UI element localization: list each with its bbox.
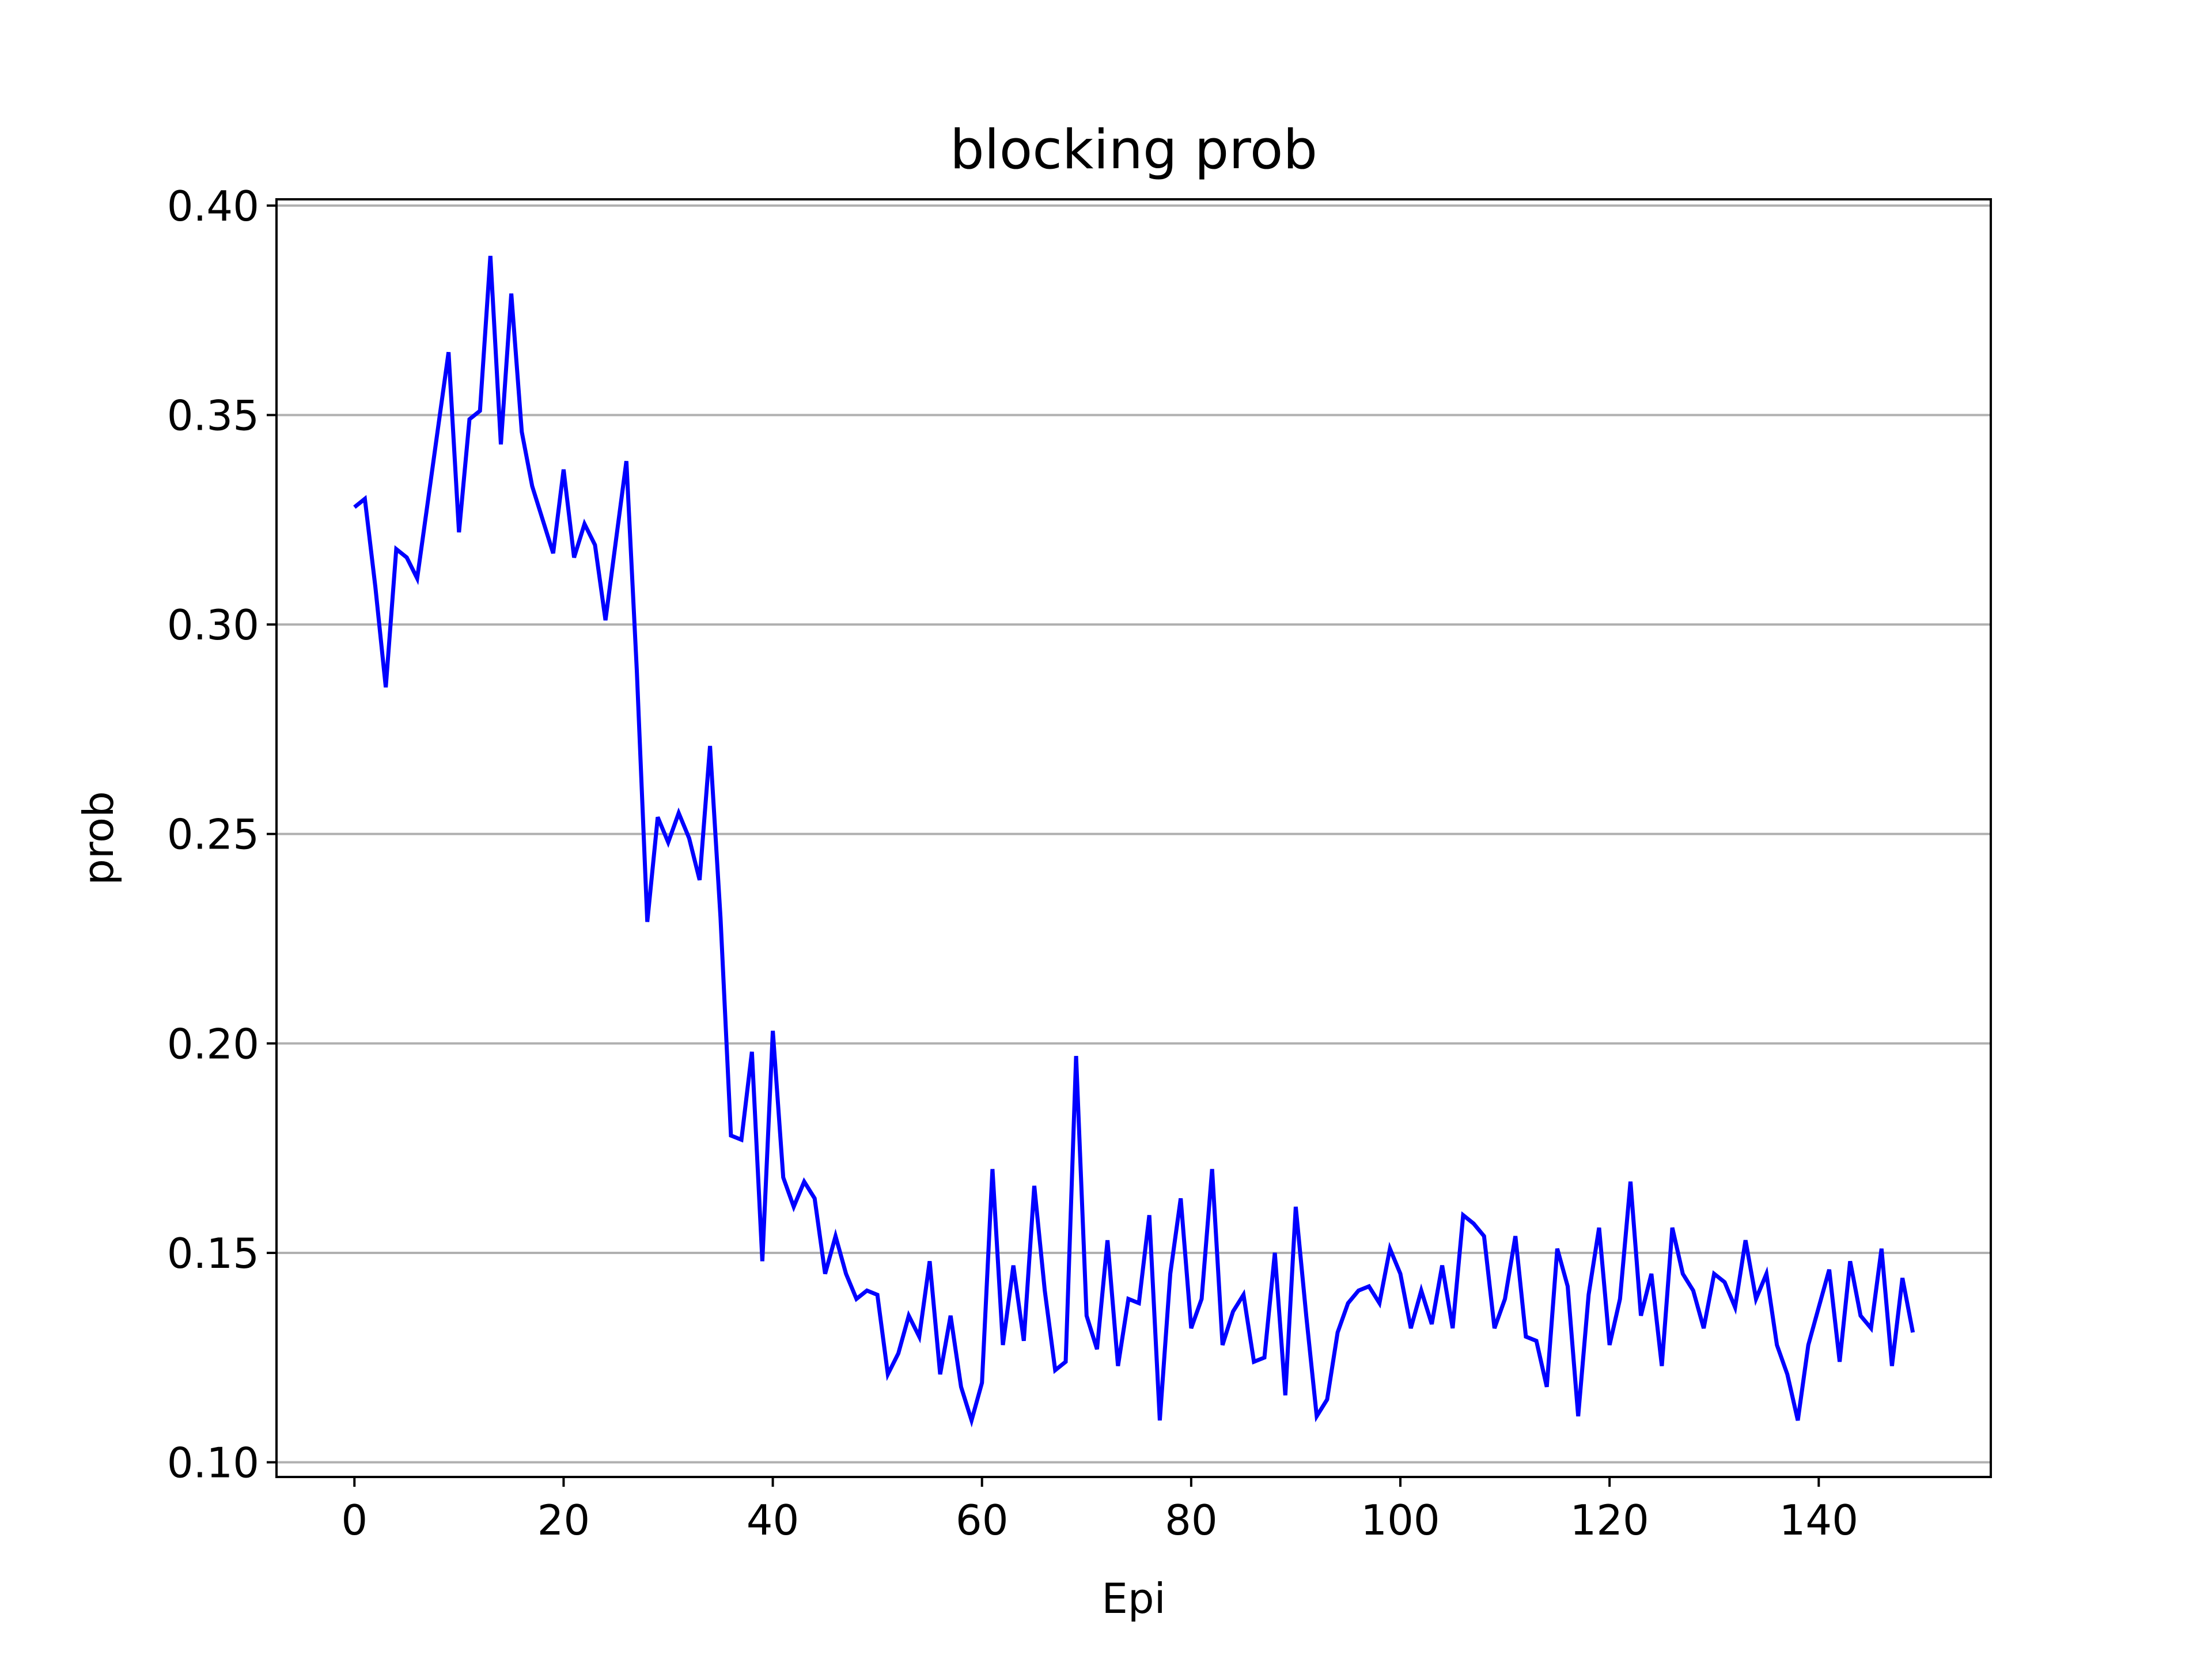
series-layer xyxy=(353,255,1915,1428)
x-tick-label: 40 xyxy=(747,1496,800,1544)
x-tick-label: 140 xyxy=(1779,1496,1858,1544)
x-tick-label: 20 xyxy=(537,1496,590,1544)
chart-title: blocking prob xyxy=(950,119,1317,181)
x-tick-label: 60 xyxy=(956,1496,1009,1544)
x-tick-label: 100 xyxy=(1361,1496,1440,1544)
series-line xyxy=(353,255,1915,1428)
plot-frame xyxy=(275,198,1992,1478)
x-tick-label: 0 xyxy=(341,1496,368,1544)
y-tick-label: 0.20 xyxy=(167,1020,259,1068)
x-tick-label: 80 xyxy=(1165,1496,1218,1544)
y-gridlines xyxy=(276,204,1991,1464)
x-tick-label: 120 xyxy=(1570,1496,1649,1544)
y-tick-label: 0.30 xyxy=(167,601,259,649)
x-axis-ticks: 0 20 40 60 80 100 120 140 xyxy=(341,1477,1858,1544)
y-tick-label: 0.10 xyxy=(167,1439,259,1487)
x-axis-label: Epi xyxy=(1101,1574,1165,1623)
y-tick-label: 0.25 xyxy=(167,810,259,859)
y-axis-label: prob xyxy=(74,791,123,885)
y-tick-label: 0.15 xyxy=(167,1229,259,1278)
y-tick-label: 0.40 xyxy=(167,182,259,230)
y-tick-label: 0.35 xyxy=(167,392,259,440)
y-axis-ticks: 0.10 0.15 0.20 0.25 0.30 0.35 0.40 xyxy=(167,182,276,1487)
